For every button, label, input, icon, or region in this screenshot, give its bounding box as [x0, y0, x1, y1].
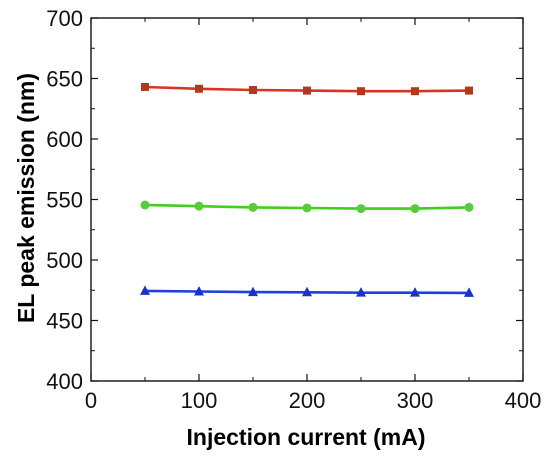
data-point-square	[141, 82, 149, 91]
data-point-triangle	[140, 285, 150, 295]
series-square	[141, 82, 473, 96]
y-tick-label: 450	[46, 309, 83, 334]
plot-frame	[90, 17, 524, 382]
y-tick-label: 500	[46, 248, 83, 273]
y-tick-label: 400	[46, 369, 83, 394]
y-tick-label: 650	[46, 67, 83, 92]
x-axis-title: Injection current (mA)	[187, 424, 426, 450]
series-triangle	[140, 285, 474, 297]
data-point-square	[249, 85, 257, 94]
data-point-square	[357, 87, 365, 96]
data-point-circle	[248, 202, 258, 212]
y-tick-label: 550	[46, 188, 83, 213]
data-point-square	[195, 84, 203, 93]
x-tick-label: 300	[397, 388, 434, 413]
x-tick-label: 200	[289, 388, 326, 413]
data-point-triangle	[194, 285, 204, 296]
data-point-circle	[140, 200, 150, 210]
x-tick-label: 400	[505, 388, 542, 413]
data-point-circle	[194, 201, 204, 211]
data-point-triangle	[302, 286, 312, 297]
data-point-triangle	[356, 287, 366, 297]
data-point-circle	[302, 203, 312, 213]
data-point-triangle	[464, 287, 474, 297]
data-point-square	[465, 86, 473, 95]
y-axis-title: EL peak emission (nm)	[13, 73, 39, 323]
series-group	[140, 82, 474, 297]
x-tick-label: 100	[181, 388, 218, 413]
x-tick-label: 0	[85, 388, 97, 413]
data-point-square	[411, 87, 419, 96]
data-point-triangle	[248, 286, 258, 297]
data-point-circle	[410, 204, 420, 214]
series-circle	[140, 200, 474, 214]
data-point-circle	[356, 204, 366, 214]
data-point-square	[303, 86, 311, 95]
axes: 0 100 200 300 400 400 450 500 550 600 650 700	[46, 6, 541, 413]
data-point-circle	[464, 202, 474, 212]
y-tick-label: 600	[46, 127, 83, 152]
data-point-triangle	[410, 287, 420, 297]
y-tick-label: 700	[46, 6, 83, 31]
